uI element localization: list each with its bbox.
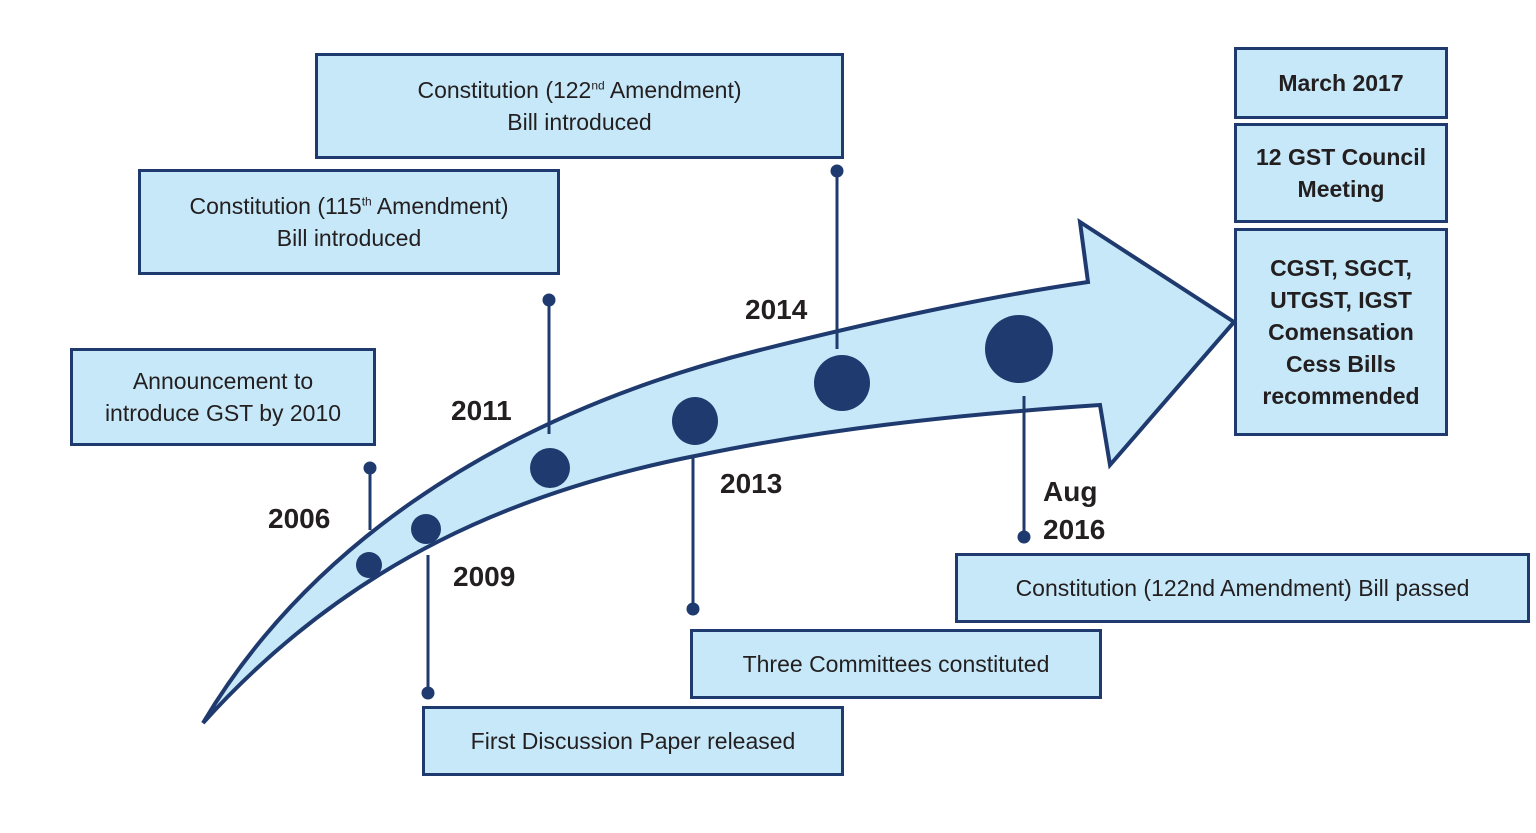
milestone-dot-2009	[411, 514, 441, 544]
event-box-2013: Three Committees constituted	[690, 629, 1102, 699]
milestone-dot-2006	[356, 552, 382, 578]
year-label-2006: 2006	[268, 503, 331, 534]
year-label-2014: 2014	[745, 294, 808, 325]
event-title-2014: Constitution (122nd Amendment)	[417, 77, 742, 103]
event-box-2009: First Discussion Paper released	[422, 706, 844, 776]
milestone-dot-2013	[672, 397, 718, 445]
milestone-dot-2014	[814, 355, 870, 411]
milestone-dot-2016	[985, 315, 1053, 383]
final-meeting-box: 12 GST Council Meeting	[1234, 123, 1448, 223]
year-label-2013: 2013	[720, 468, 783, 499]
event-title-2011: Constitution (115th Amendment)	[189, 193, 509, 219]
milestone-dot-2011	[530, 448, 570, 488]
final-bills-box: CGST, SGCT, UTGST, IGST Comensation Cess…	[1234, 228, 1448, 436]
event-box-2006: Announcement to introduce GST by 2010	[70, 348, 376, 446]
year-label-2009: 2009	[453, 561, 516, 592]
year-label-2011: 2011	[451, 395, 512, 426]
year-label-aug-2016: Aug 2016	[1043, 476, 1106, 545]
final-date-box: March 2017	[1234, 47, 1448, 119]
event-box-2014: Constitution (122nd Amendment) Bill intr…	[315, 53, 844, 159]
event-box-2011: Constitution (115th Amendment) Bill intr…	[138, 169, 560, 275]
event-box-aug-2016: Constitution (122nd Amendment) Bill pass…	[955, 553, 1530, 623]
